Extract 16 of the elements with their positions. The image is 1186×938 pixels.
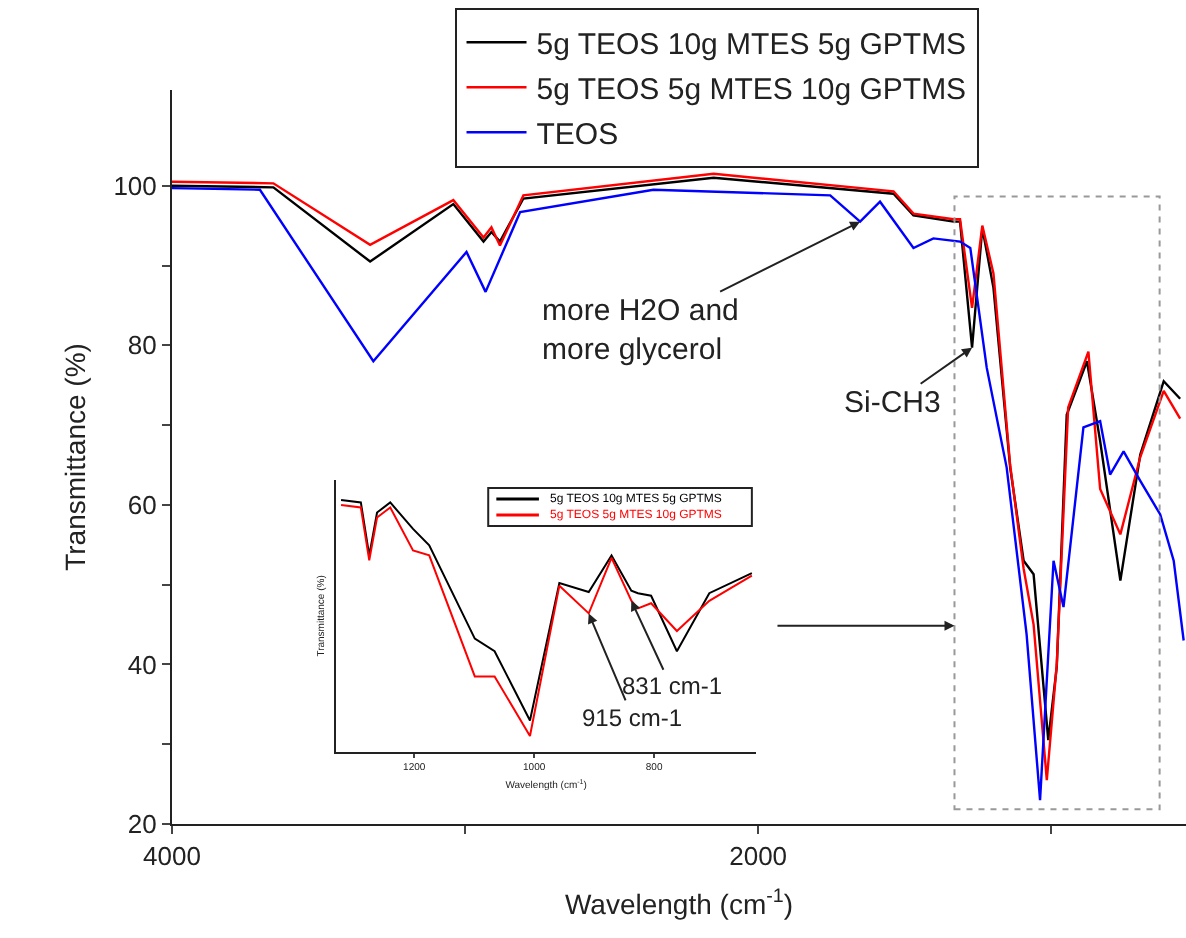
annotation: Si-CH3 <box>844 386 941 420</box>
legend-label: 5g TEOS 5g MTES 10g GPTMS <box>536 72 967 107</box>
legend-label: 5g TEOS 10g MTES 5g GPTMS <box>536 27 967 62</box>
y-tick-label: 40 <box>127 649 157 680</box>
x-tick-label: 4000 <box>143 841 201 872</box>
x-axis-title: Wavelength (cm$^{-1}$) <box>564 886 794 920</box>
annotation: more H2O and more glycerol <box>542 294 739 367</box>
legend-label: TEOS <box>536 117 619 152</box>
y-tick-label: 20 <box>127 809 157 840</box>
y-tick-label: 60 <box>127 489 157 520</box>
x-tick-label: 2000 <box>729 841 788 872</box>
annotation: 915 cm-1 <box>582 704 683 732</box>
annotation: 831 cm-1 <box>622 672 723 700</box>
y-tick-label: 80 <box>127 330 157 361</box>
y-tick-label: 100 <box>113 170 157 201</box>
y-axis-title: Transmittance (%) <box>58 343 91 571</box>
